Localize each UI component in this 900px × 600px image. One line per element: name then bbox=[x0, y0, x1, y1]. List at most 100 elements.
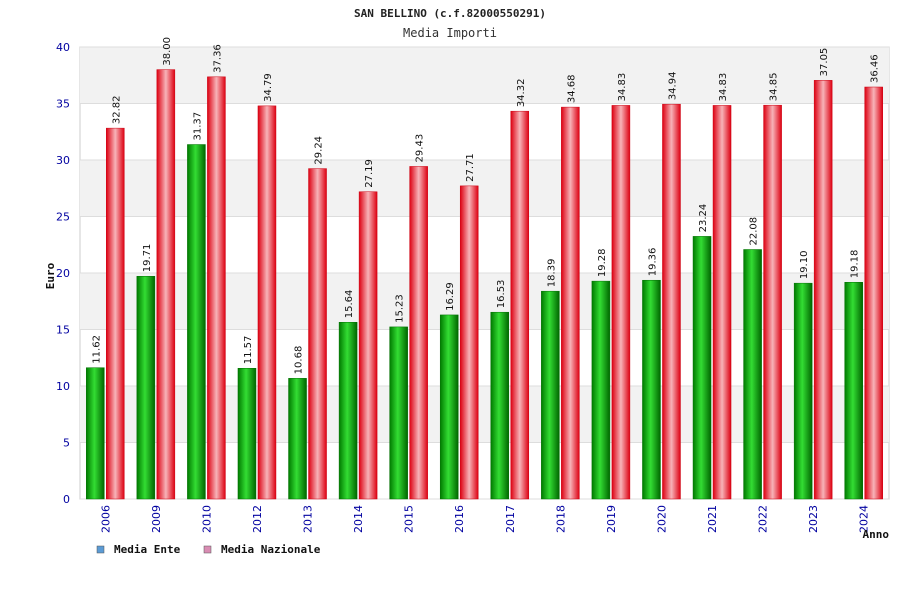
x-tick-label: 2022 bbox=[757, 505, 770, 533]
x-tick-label: 2015 bbox=[403, 505, 416, 533]
data-label: 11.57 bbox=[243, 336, 254, 365]
data-label: 15.23 bbox=[395, 294, 406, 323]
x-tick-label: 2012 bbox=[251, 505, 264, 533]
data-label: 32.82 bbox=[111, 95, 122, 124]
data-label: 19.36 bbox=[647, 248, 658, 277]
bar-media-nazionale-2018 bbox=[561, 106, 580, 500]
x-tick-label: 2010 bbox=[200, 505, 213, 533]
data-label: 19.28 bbox=[597, 248, 608, 277]
y-tick-label: 30 bbox=[56, 154, 70, 167]
y-tick-label: 15 bbox=[56, 324, 70, 337]
legend: Media Ente Media Nazionale bbox=[96, 543, 321, 556]
bar-media-ente-2024 bbox=[844, 282, 863, 500]
x-axis-ticks: 2006 2009 2010 2012 2013 2014 2015 2016 2017 2018… bbox=[99, 505, 870, 533]
bar-media-nazionale-2019 bbox=[611, 105, 631, 500]
bar-media-nazionale-2006 bbox=[106, 127, 125, 500]
data-label: 29.24 bbox=[314, 136, 325, 165]
x-tick-label: 2020 bbox=[655, 505, 668, 533]
bar-media-ente-2023 bbox=[793, 282, 813, 500]
chart-title: SAN BELLINO (c.f.82000550291) bbox=[354, 7, 546, 20]
bar-media-nazionale-2021 bbox=[712, 105, 732, 500]
x-tick-label: 2013 bbox=[302, 505, 315, 533]
y-axis-ticks: 0 5 10 15 20 25 30 35 40 bbox=[56, 41, 70, 506]
legend-swatch-media-nazionale bbox=[203, 545, 212, 554]
bar-media-nazionale-2023 bbox=[813, 80, 833, 500]
data-label: 22.08 bbox=[749, 217, 760, 246]
data-label: 34.85 bbox=[769, 73, 780, 102]
data-label: 16.53 bbox=[496, 280, 507, 309]
data-label: 38.00 bbox=[162, 37, 173, 66]
legend-label-media-nazionale: Media Nazionale bbox=[221, 543, 321, 556]
x-tick-label: 2023 bbox=[807, 505, 820, 533]
bar-media-nazionale-2022 bbox=[763, 104, 782, 500]
data-label: 34.32 bbox=[516, 79, 527, 108]
x-axis-label: Anno bbox=[863, 528, 890, 541]
bar-media-nazionale-2015 bbox=[409, 166, 428, 500]
x-tick-label: 2017 bbox=[504, 505, 517, 533]
y-tick-label: 10 bbox=[56, 380, 70, 393]
data-label: 18.39 bbox=[546, 259, 557, 288]
data-label: 34.79 bbox=[263, 73, 274, 102]
data-label: 34.94 bbox=[667, 72, 678, 101]
bar-media-nazionale-2017 bbox=[510, 110, 530, 500]
data-label: 27.19 bbox=[364, 159, 375, 188]
data-label: 37.36 bbox=[212, 44, 223, 73]
x-tick-label: 2014 bbox=[352, 505, 365, 533]
data-label: 15.64 bbox=[344, 290, 355, 319]
bar-media-ente-2022 bbox=[743, 249, 762, 500]
data-label: 37.05 bbox=[819, 48, 830, 77]
data-label: 10.68 bbox=[294, 346, 305, 375]
bar-media-nazionale-2014 bbox=[358, 191, 378, 500]
bar-media-ente-2020 bbox=[642, 279, 661, 500]
y-tick-label: 5 bbox=[63, 437, 70, 450]
bar-media-ente-2014 bbox=[338, 322, 358, 500]
data-label: 34.68 bbox=[566, 74, 577, 103]
x-tick-label: 2016 bbox=[453, 505, 466, 533]
legend-label-media-ente: Media Ente bbox=[114, 543, 181, 556]
x-tick-label: 2024 bbox=[858, 505, 871, 533]
data-label: 34.83 bbox=[617, 73, 628, 102]
bar-media-ente-2019 bbox=[591, 280, 611, 500]
data-label: 36.46 bbox=[870, 54, 881, 83]
x-tick-label: 2006 bbox=[99, 505, 112, 533]
data-label: 16.29 bbox=[445, 282, 456, 311]
legend-swatch-media-ente bbox=[96, 545, 105, 554]
bar-media-nazionale-2009 bbox=[156, 69, 176, 500]
bar-media-nazionale-2016 bbox=[459, 185, 479, 500]
data-label: 23.24 bbox=[698, 204, 709, 233]
data-label: 19.18 bbox=[850, 250, 861, 279]
bar-media-ente-2013 bbox=[288, 378, 307, 500]
data-label: 11.62 bbox=[91, 335, 102, 364]
y-tick-label: 40 bbox=[56, 41, 70, 54]
bar-media-ente-2012 bbox=[237, 368, 257, 500]
bar-media-ente-2015 bbox=[389, 326, 408, 500]
data-label: 29.43 bbox=[415, 134, 426, 163]
bar-media-nazionale-2012 bbox=[257, 105, 277, 500]
x-tick-label: 2009 bbox=[150, 505, 163, 533]
data-label: 19.71 bbox=[142, 244, 153, 273]
y-tick-label: 0 bbox=[63, 493, 70, 506]
bar-media-ente-2021 bbox=[692, 236, 712, 500]
data-label: 34.83 bbox=[718, 73, 729, 102]
x-tick-label: 2019 bbox=[605, 505, 618, 533]
bar-media-ente-2006 bbox=[86, 367, 105, 500]
bar-media-ente-2009 bbox=[136, 276, 156, 500]
y-tick-label: 25 bbox=[56, 211, 70, 224]
bar-media-nazionale-2010 bbox=[207, 76, 226, 500]
data-label: 31.37 bbox=[192, 112, 203, 141]
data-label: 19.10 bbox=[799, 251, 810, 280]
data-label: 27.71 bbox=[465, 153, 476, 182]
chart-subtitle: Media Importi bbox=[403, 26, 497, 40]
x-tick-label: 2018 bbox=[554, 505, 567, 533]
y-tick-label: 35 bbox=[56, 98, 70, 111]
data-labels: 11.62 32.82 19.71 38.00 31.37 37.36 11.57 34.79… bbox=[91, 37, 880, 374]
bars bbox=[86, 69, 883, 500]
bar-media-nazionale-2020 bbox=[662, 103, 681, 500]
y-axis-label: Euro bbox=[44, 262, 57, 289]
bar-media-ente-2018 bbox=[541, 290, 560, 500]
bar-media-ente-2016 bbox=[439, 314, 459, 500]
bar-media-nazionale-2024 bbox=[864, 86, 883, 500]
bar-media-ente-2017 bbox=[490, 311, 510, 500]
bar-media-ente-2010 bbox=[187, 144, 206, 500]
